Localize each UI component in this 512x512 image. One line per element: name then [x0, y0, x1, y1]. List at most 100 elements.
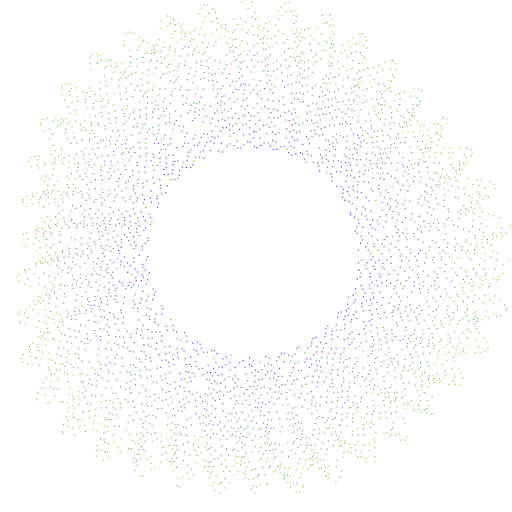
- dot: [465, 275, 468, 277]
- dot: [388, 396, 390, 398]
- dot: [304, 377, 306, 379]
- dot: [385, 214, 387, 216]
- dot: [204, 51, 206, 54]
- dot: [465, 252, 467, 254]
- dot: [99, 59, 102, 61]
- dot: [331, 31, 333, 33]
- dot: [122, 303, 124, 305]
- dot: [181, 410, 183, 412]
- dot: [116, 257, 119, 260]
- dot: [358, 96, 360, 98]
- dot: [419, 181, 421, 183]
- dot: [68, 248, 70, 250]
- dot: [104, 229, 106, 231]
- dot: [379, 412, 381, 414]
- dot: [428, 375, 430, 377]
- dot: [188, 401, 190, 403]
- dot: [327, 99, 329, 101]
- dot: [75, 120, 77, 122]
- dot: [139, 147, 141, 149]
- dot: [455, 271, 457, 273]
- dot: [374, 268, 376, 270]
- dot: [329, 37, 331, 39]
- dot: [245, 436, 248, 438]
- dot: [479, 216, 481, 218]
- dot: [428, 327, 430, 329]
- dot: [438, 350, 440, 352]
- dot: [45, 377, 47, 379]
- dot: [390, 262, 392, 264]
- dot: [179, 89, 181, 91]
- dot: [145, 113, 147, 116]
- dot: [475, 274, 477, 276]
- dot: [203, 351, 205, 353]
- dot: [36, 398, 38, 401]
- dot: [186, 340, 188, 342]
- dot: [259, 89, 261, 92]
- dot: [262, 48, 264, 50]
- dot: [122, 346, 124, 348]
- dot: [54, 150, 56, 152]
- dot: [124, 219, 126, 222]
- dot: [286, 418, 288, 420]
- dot: [60, 333, 62, 335]
- dot: [116, 162, 119, 164]
- dot: [244, 366, 246, 368]
- dot: [432, 310, 434, 312]
- dot: [300, 59, 303, 62]
- dot: [64, 284, 66, 287]
- dot: [389, 198, 391, 200]
- dot: [396, 110, 398, 112]
- dot: [178, 174, 180, 176]
- dot: [187, 441, 189, 443]
- dot: [124, 200, 126, 202]
- dot: [421, 384, 423, 386]
- dot: [291, 124, 293, 126]
- dot: [314, 85, 316, 87]
- dot: [71, 427, 73, 429]
- dot: [220, 421, 222, 423]
- dot: [408, 169, 410, 171]
- dot: [69, 121, 71, 123]
- dot: [348, 382, 350, 384]
- dot: [335, 83, 337, 85]
- dot: [224, 487, 226, 489]
- dot: [138, 319, 140, 321]
- dot: [98, 125, 100, 127]
- dot: [443, 239, 445, 241]
- dot: [265, 403, 267, 405]
- dot: [220, 429, 222, 431]
- dot: [423, 156, 425, 158]
- dot: [302, 486, 304, 488]
- dot: [101, 106, 103, 108]
- dot: [132, 440, 134, 442]
- dot: [250, 71, 252, 73]
- dot: [327, 473, 329, 475]
- dot: [50, 220, 53, 222]
- dot: [478, 297, 480, 300]
- dot: [373, 405, 375, 407]
- dot: [397, 239, 399, 242]
- dot: [186, 132, 188, 134]
- dot: [332, 445, 334, 447]
- dot: [261, 98, 263, 100]
- dot: [45, 402, 48, 404]
- dot: [84, 343, 86, 345]
- dot: [282, 404, 284, 406]
- dot: [381, 129, 383, 131]
- dot: [124, 399, 126, 401]
- dot: [136, 164, 138, 166]
- dot: [260, 457, 262, 460]
- dot: [458, 319, 461, 322]
- dot: [61, 153, 63, 155]
- dot: [397, 194, 399, 196]
- dot: [254, 381, 256, 383]
- dot: [144, 389, 147, 392]
- dot: [390, 429, 392, 431]
- dot: [426, 212, 429, 214]
- dot: [413, 116, 415, 118]
- dot: [387, 88, 389, 90]
- dot: [390, 243, 392, 245]
- dot: [428, 365, 430, 367]
- dot: [125, 91, 127, 93]
